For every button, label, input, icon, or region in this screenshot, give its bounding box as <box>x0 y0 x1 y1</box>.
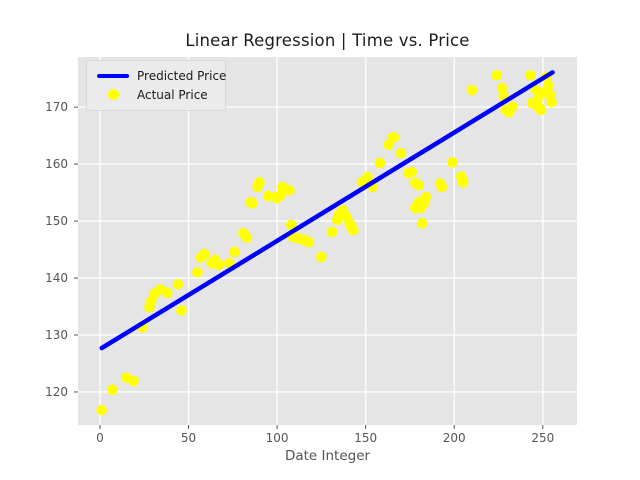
scatter-point <box>388 132 400 143</box>
y-tick-label: 120 <box>45 384 68 399</box>
scatter-point <box>507 101 518 112</box>
chart-title: Linear Regression | Time vs. Price <box>185 31 470 50</box>
scatter-point <box>326 226 338 238</box>
scatter-point <box>285 219 297 231</box>
y-tick-label: 170 <box>45 100 68 115</box>
scatter-point <box>199 248 210 260</box>
legend-entry-predicted: Predicted Price <box>93 66 226 85</box>
scatter-point <box>535 104 547 116</box>
scatter-point <box>525 69 536 81</box>
legend-label-actual-price: Actual Price <box>137 87 208 102</box>
scatter-point <box>241 232 253 243</box>
x-axis-label: Date Integer <box>284 448 371 464</box>
dot-swatch-icon <box>93 89 133 100</box>
scatter-point <box>420 191 432 203</box>
scatter-point <box>413 179 425 191</box>
scatter-point <box>107 384 118 395</box>
y-tick-label: 150 <box>45 214 68 229</box>
x-tick-label: 150 <box>354 431 378 445</box>
x-tick-label: 50 <box>180 431 197 445</box>
x-tick-label: 250 <box>531 431 555 445</box>
scatter-point <box>532 94 543 106</box>
scatter-point <box>447 157 458 168</box>
legend: Predicted Price Actual Price <box>86 60 226 111</box>
legend-label-predicted-price: Predicted Price <box>137 68 227 83</box>
y-tick-label: 140 <box>45 271 68 286</box>
scatter-point <box>406 166 418 178</box>
line-swatch-icon <box>93 73 133 78</box>
scatter-point <box>192 267 203 278</box>
scatter-point <box>213 259 224 271</box>
scatter-point <box>417 218 428 229</box>
scatter-point <box>362 171 373 183</box>
scatter-point <box>374 157 386 169</box>
y-tick-label: 130 <box>45 327 68 342</box>
legend-entry-actual: Actual Price <box>93 85 217 104</box>
scatter-point <box>457 177 469 188</box>
scatter-point <box>96 404 108 416</box>
scatter-point <box>176 305 187 316</box>
scatter-point <box>303 236 315 248</box>
scatter-point <box>161 287 173 299</box>
y-tick-label: 160 <box>45 157 68 172</box>
scatter-point <box>466 84 478 96</box>
scatter-point <box>128 375 139 387</box>
scatter-point <box>491 69 503 81</box>
scatter-point <box>316 251 327 263</box>
scatter-point <box>542 80 554 91</box>
scatter-point <box>254 177 265 188</box>
scatter-point <box>284 185 295 196</box>
x-tick-label: 0 <box>96 431 104 445</box>
x-tick-label: 200 <box>442 431 466 445</box>
axes-background <box>78 57 577 425</box>
scatter-point <box>247 198 258 209</box>
regression-line <box>99 70 555 351</box>
scatter-point <box>546 96 557 108</box>
scatter-point <box>229 246 240 258</box>
scatter-point <box>496 83 508 94</box>
scatter-point <box>436 181 448 193</box>
scatter-point <box>347 224 359 236</box>
x-tick-label: 100 <box>265 431 289 445</box>
scatter-point <box>395 147 407 159</box>
scatter-point <box>172 278 184 290</box>
